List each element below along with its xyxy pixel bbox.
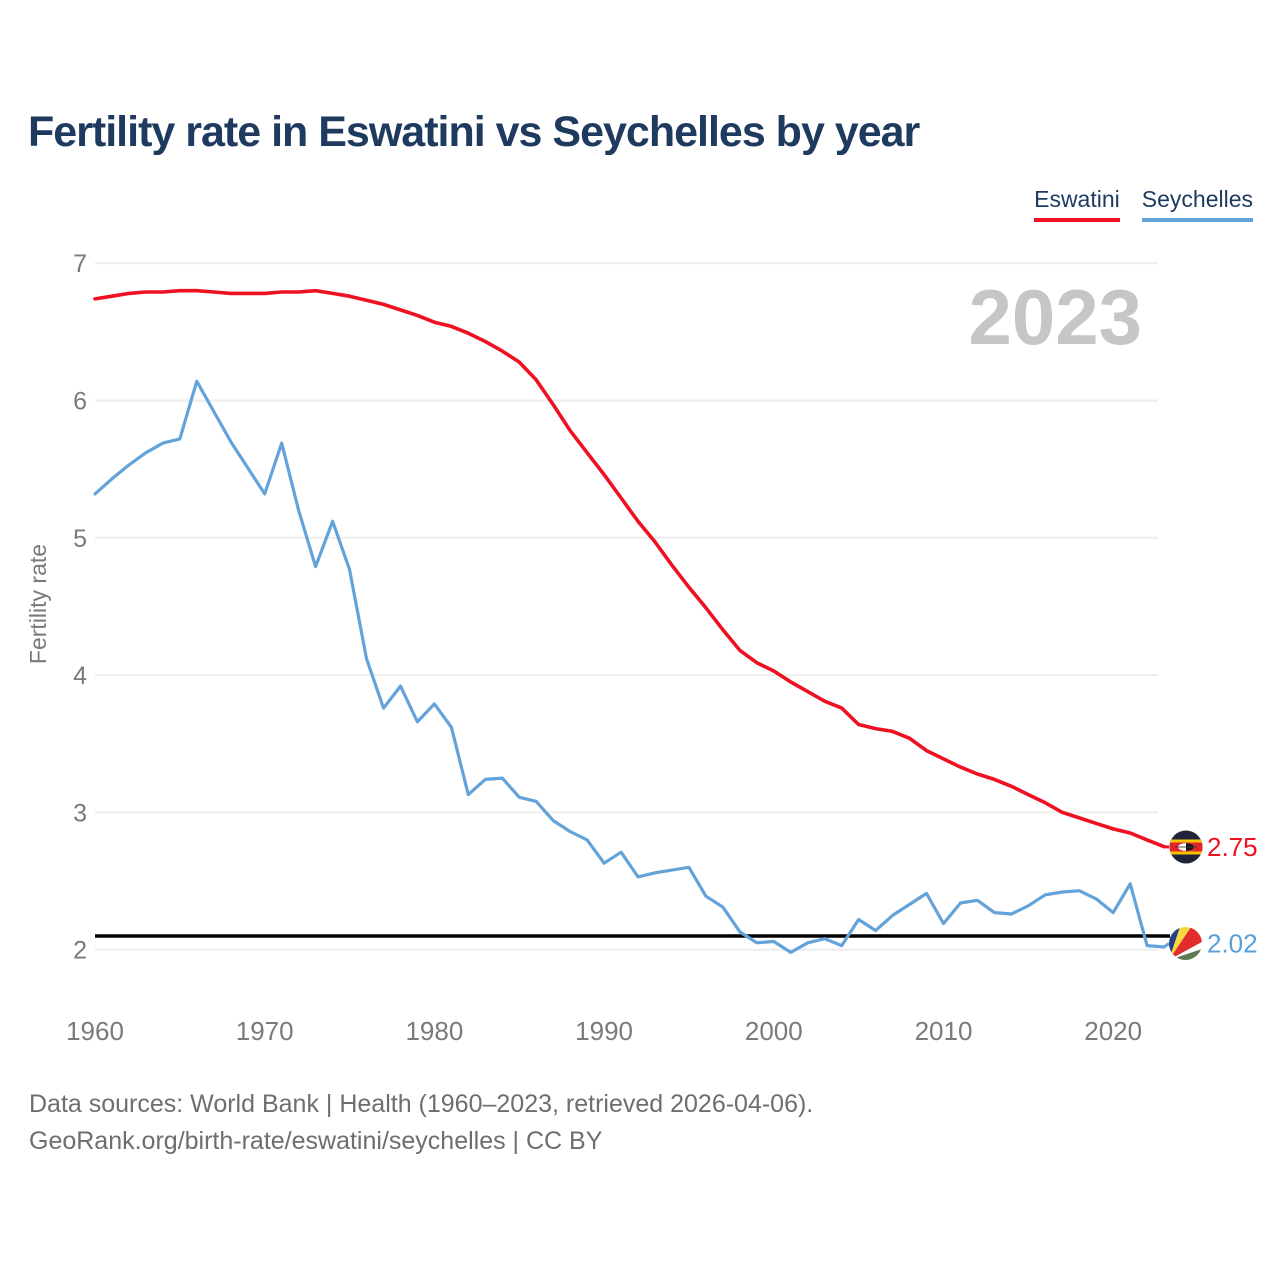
legend-item-eswatini[interactable]: Eswatini [1034, 186, 1120, 222]
end-value-label-eswatini: 2.75 [1207, 832, 1258, 862]
page-title: Fertility rate in Eswatini vs Seychelles… [28, 108, 920, 156]
footer-sources-line: Data sources: World Bank | Health (1960–… [29, 1090, 814, 1118]
eswatini-flag-icon [1169, 830, 1203, 864]
watermark-year: 2023 [968, 273, 1142, 361]
end-connector [1163, 942, 1170, 949]
x-tick-label: 1960 [66, 1016, 124, 1046]
x-tick-label: 2020 [1084, 1016, 1142, 1046]
y-tick-label: 4 [73, 662, 87, 690]
seychelles-flag-icon [1169, 927, 1202, 960]
legend-item-seychelles[interactable]: Seychelles [1141, 186, 1253, 222]
y-tick-label: 2 [73, 937, 87, 965]
series-line-seychelles[interactable] [93, 379, 1166, 955]
x-tick-label: 2010 [915, 1016, 973, 1046]
y-tick-label: 6 [73, 388, 87, 416]
y-tick-label: 7 [73, 250, 87, 278]
x-tick-label: 1970 [236, 1016, 294, 1046]
footer: Data sources: World Bank | Health (1960–… [29, 1086, 813, 1160]
series-line-eswatini[interactable] [93, 288, 1166, 849]
x-tick-label: 1980 [405, 1016, 463, 1046]
y-axis-title: Fertility rate [25, 544, 51, 664]
footer-attribution-line: GeoRank.org/birth-rate/eswatini/seychell… [29, 1127, 603, 1155]
end-value-label-seychelles: 2.02 [1207, 929, 1258, 959]
x-tick-label: 1990 [575, 1016, 633, 1046]
y-tick-label: 5 [73, 525, 87, 553]
y-tick-label: 3 [73, 799, 87, 827]
legend: Eswatini Seychelles [1034, 186, 1253, 222]
x-tick-label: 2000 [745, 1016, 803, 1046]
